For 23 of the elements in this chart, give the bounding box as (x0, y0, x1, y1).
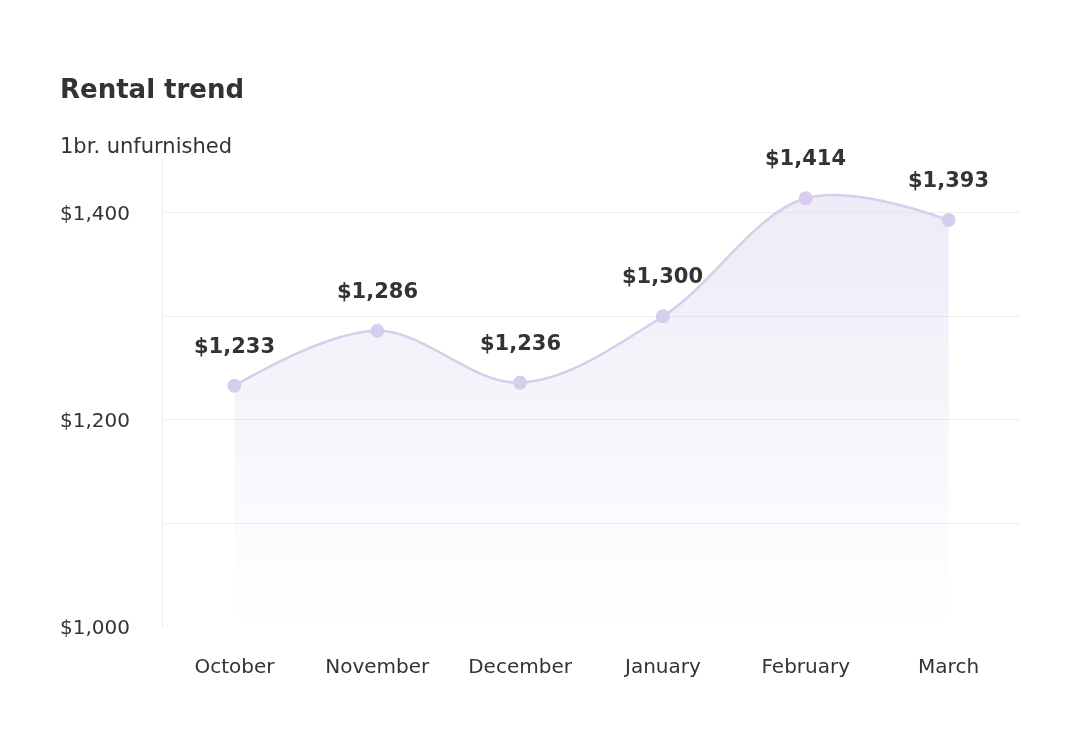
x-tick-label: December (468, 654, 573, 678)
chart-subtitle: 1br. unfurnished (60, 133, 232, 158)
x-tick-label: March (918, 654, 980, 678)
x-tick-label: January (623, 654, 701, 678)
point (941, 213, 956, 228)
point (227, 378, 242, 393)
data-label: $1,414 (765, 146, 847, 170)
y-tick-label: $1,000 (60, 615, 130, 639)
data-label: $1,233 (194, 334, 276, 358)
x-tick-label: October (194, 654, 276, 678)
y-tick-label: $1,200 (60, 407, 130, 432)
data-label: $1,286 (337, 279, 419, 303)
point (798, 191, 813, 206)
x-tick-label: February (761, 654, 851, 678)
chart-title: Rental trend (60, 74, 245, 105)
data-label: $1,300 (622, 264, 704, 288)
point (370, 323, 385, 338)
x-tick-label: November (325, 654, 431, 678)
y-tick-label: $1,400 (60, 200, 130, 225)
point (655, 309, 670, 324)
data-label: $1,393 (908, 168, 990, 192)
data-label: $1,236 (480, 331, 562, 355)
point (513, 375, 528, 390)
